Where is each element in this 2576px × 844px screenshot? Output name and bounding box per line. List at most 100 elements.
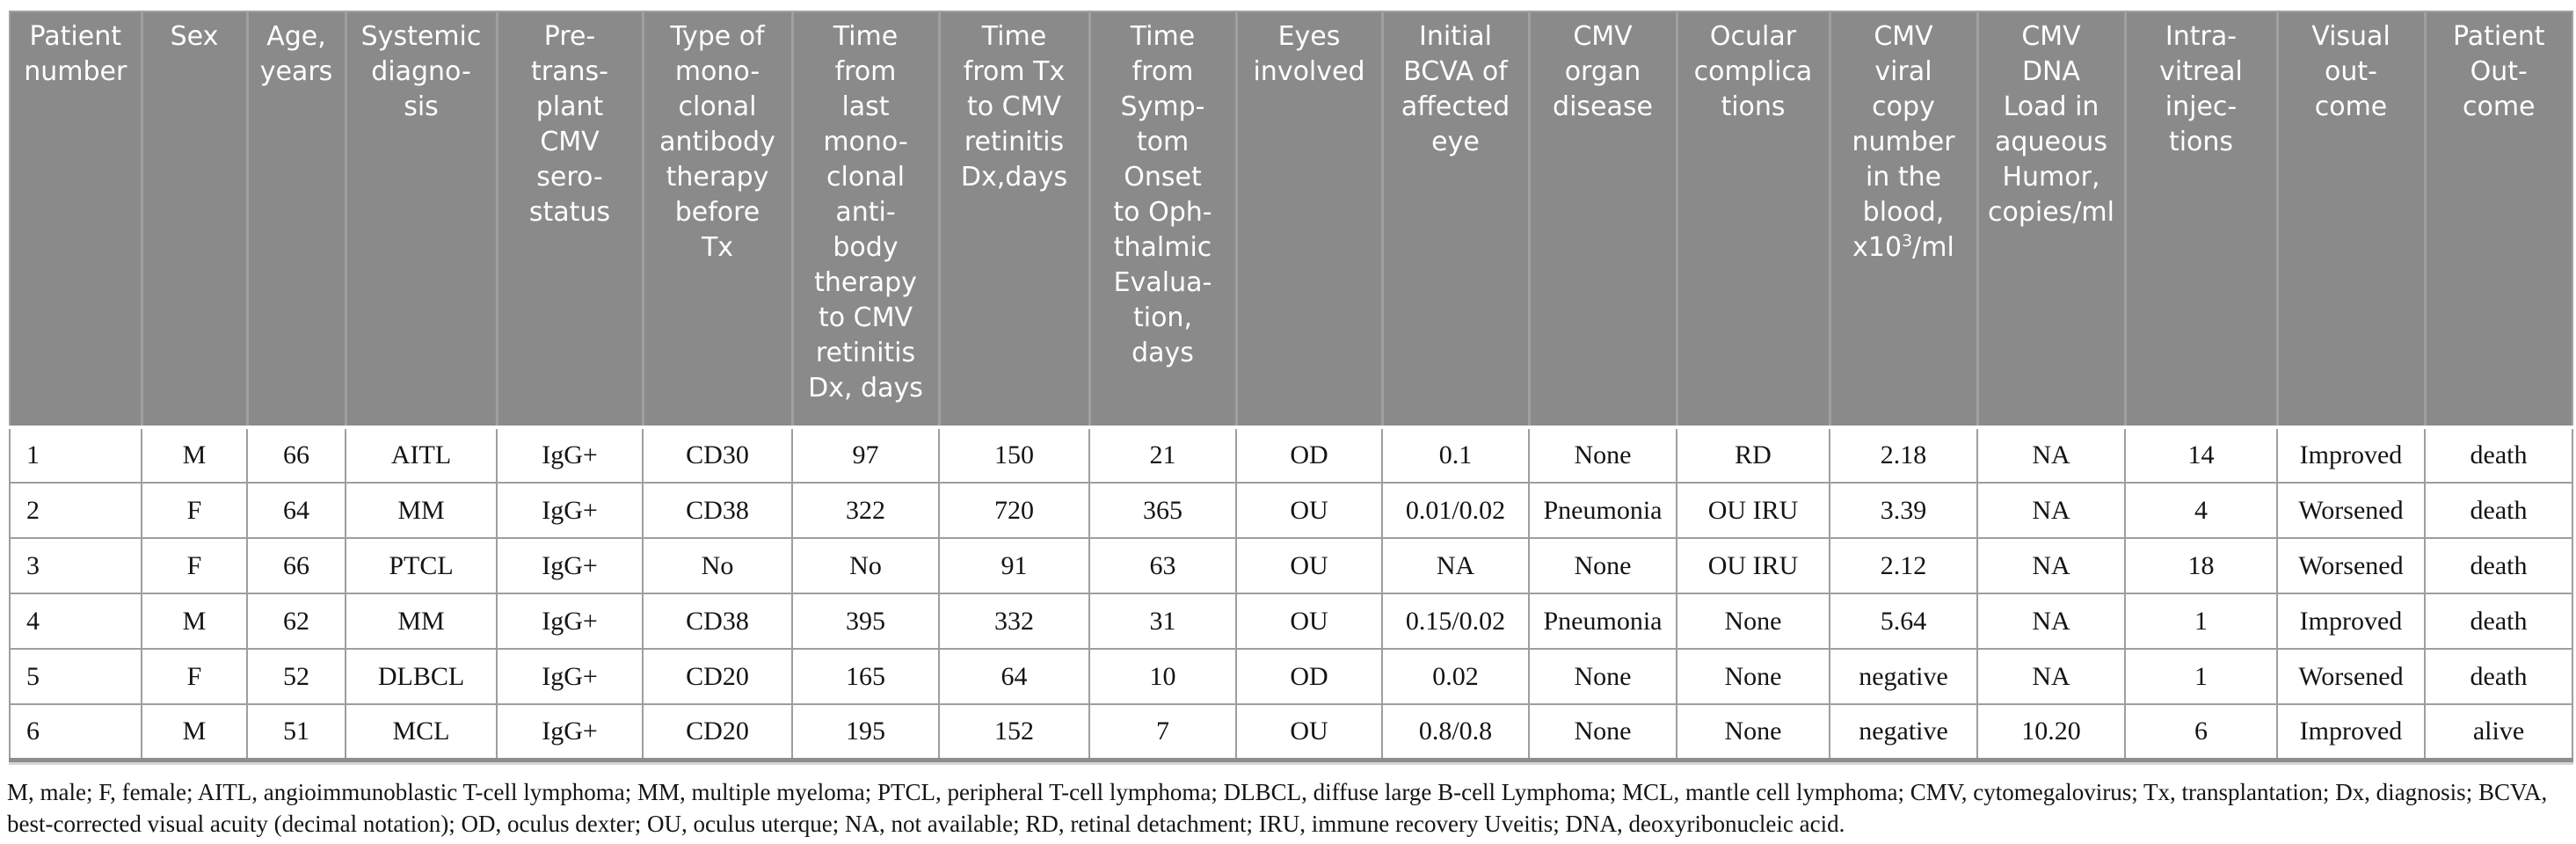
table-cell: IgG+: [496, 648, 644, 705]
table-cell: 64: [938, 648, 1090, 705]
table-row: 4 M 62 MM IgG+ CD38 395 332 31 OU 0.15/0.02 Pneumon…: [9, 593, 2573, 650]
table-cell: F: [141, 537, 248, 594]
table-cell: 4: [9, 593, 142, 650]
table-cell: 1: [2124, 648, 2278, 705]
table-cell: M: [141, 593, 248, 650]
table-cell: F: [141, 482, 248, 539]
table-cell: IgG+: [496, 537, 644, 594]
table-cell: negative: [1829, 648, 1978, 705]
table-row: 1 M 66 AITL IgG+ CD30 97 150 21 OD 0.1 None RD 2.18 NA…: [9, 426, 2573, 484]
column-header-patient-number: Patient number: [10, 11, 143, 429]
column-header-cmv-viral-copy-blood: CMV viral copy number in the blood, x103…: [1830, 11, 1979, 429]
table-cell: death: [2424, 426, 2573, 484]
table-cell: 0.15/0.02: [1381, 593, 1530, 650]
table-header: Patient number Sex Age, years Systemic d…: [10, 11, 2572, 429]
table-cell: 18: [2124, 537, 2278, 594]
table-cell: OU: [1235, 482, 1383, 539]
table-cell: 195: [791, 703, 940, 760]
table-cell: 1: [2124, 593, 2278, 650]
footnote-line-1: M, male; F, female; AITL, angioimmunobla…: [7, 778, 2548, 805]
table-cell: NA: [1976, 482, 2126, 539]
table-cell: None: [1676, 703, 1830, 760]
table-cell: 6: [2124, 703, 2278, 760]
table-row: 2 F 64 MM IgG+ CD38 322 720 365 OU 0.01/0.02 Pneumo…: [9, 482, 2573, 539]
table-cell: NA: [1381, 537, 1530, 594]
table-cell: Pneumonia: [1528, 482, 1677, 539]
table-cell: Improved: [2276, 426, 2426, 484]
table-cell: 66: [246, 426, 346, 484]
table-cell: None: [1528, 537, 1677, 594]
table-cell: 322: [791, 482, 940, 539]
table-cell: NA: [1976, 426, 2126, 484]
column-header-cmv-organ-disease: CMV organ disease: [1529, 11, 1678, 429]
table-cell: 2.18: [1829, 426, 1978, 484]
table-cell: OU: [1235, 593, 1383, 650]
table-cell: F: [141, 648, 248, 705]
table-cell: Worsened: [2276, 648, 2426, 705]
table-cell: 10.20: [1976, 703, 2126, 760]
table-cell: 6: [9, 703, 142, 760]
table-row: 5 F 52 DLBCL IgG+ CD20 165 64 10 OD 0.02 None None ne…: [9, 648, 2573, 705]
table-cell: 150: [938, 426, 1090, 484]
table-cell: RD: [1676, 426, 1830, 484]
table-cell: 21: [1088, 426, 1237, 484]
table-cell: 97: [791, 426, 940, 484]
table-cell: death: [2424, 648, 2573, 705]
column-header-monoclonal-antibody-type: Type of mono- clonal antibody therapy be…: [643, 11, 794, 429]
table-cell: 0.02: [1381, 648, 1530, 705]
table-cell: M: [141, 426, 248, 484]
column-header-patient-outcome: Patient Out- come: [2425, 11, 2572, 429]
table-cell: None: [1528, 426, 1677, 484]
table-cell: 51: [246, 703, 346, 760]
column-header-age: Age, years: [247, 11, 347, 429]
table-cell: 2.12: [1829, 537, 1978, 594]
table-cell: None: [1528, 703, 1677, 760]
column-header-sex: Sex: [142, 11, 249, 429]
table-cell: 5: [9, 648, 142, 705]
table-cell: None: [1676, 593, 1830, 650]
table-cell: 395: [791, 593, 940, 650]
table-cell: 62: [246, 593, 346, 650]
table-cell: 2: [9, 482, 142, 539]
header-text: CMV viral copy number in the blood, x10: [1852, 21, 1955, 263]
table-row: 3 F 66 PTCL IgG+ No No 91 63 OU NA None OU IRU 2.12 NA…: [9, 537, 2573, 594]
column-header-eyes-involved: Eyes involved: [1236, 11, 1384, 429]
table-cell: M: [141, 703, 248, 760]
table-cell: CD30: [642, 426, 793, 484]
table-cell: PTCL: [345, 537, 498, 594]
header-text: /ml: [1912, 232, 1954, 263]
table-cell: OD: [1235, 648, 1383, 705]
table-cell: death: [2424, 537, 2573, 594]
table-cell: DLBCL: [345, 648, 498, 705]
table-cell: IgG+: [496, 482, 644, 539]
table-body: 1 M 66 AITL IgG+ CD30 97 150 21 OD 0.1 None RD 2.18 NA…: [9, 426, 2573, 760]
table-cell: None: [1528, 648, 1677, 705]
table-cell: negative: [1829, 703, 1978, 760]
table-cell: 64: [246, 482, 346, 539]
table-cell: CD38: [642, 482, 793, 539]
table-cell: 14: [2124, 426, 2278, 484]
patients-table: Patient number Sex Age, years Systemic d…: [9, 11, 2573, 762]
table-cell: MM: [345, 593, 498, 650]
table-cell: Worsened: [2276, 482, 2426, 539]
table-cell: 7: [1088, 703, 1237, 760]
table-cell: 332: [938, 593, 1090, 650]
table-cell: 0.01/0.02: [1381, 482, 1530, 539]
table-cell: 365: [1088, 482, 1237, 539]
table-cell: OU: [1235, 703, 1383, 760]
table-cell: IgG+: [496, 703, 644, 760]
table-cell: No: [791, 537, 940, 594]
table-cell: CD38: [642, 593, 793, 650]
table-cell: Improved: [2276, 593, 2426, 650]
table-cell: 3.39: [1829, 482, 1978, 539]
table-cell: 0.8/0.8: [1381, 703, 1530, 760]
column-header-time-symptom-onset-to-evaluation: Time from Symp- tom Onset to Oph- thalmi…: [1089, 11, 1238, 429]
table-cell: 4: [2124, 482, 2278, 539]
column-header-time-from-last-mab-to-cmv-dx: Time from last mono- clonal anti- body t…: [792, 11, 941, 429]
table-cell: IgG+: [496, 426, 644, 484]
header-row: Patient number Sex Age, years Systemic d…: [10, 11, 2572, 429]
table-cell: None: [1676, 648, 1830, 705]
column-header-time-from-tx-to-cmv-dx: Time from Tx to CMV retinitis Dx,days: [939, 11, 1091, 429]
column-header-ocular-complications: Ocular complica tions: [1677, 11, 1831, 429]
